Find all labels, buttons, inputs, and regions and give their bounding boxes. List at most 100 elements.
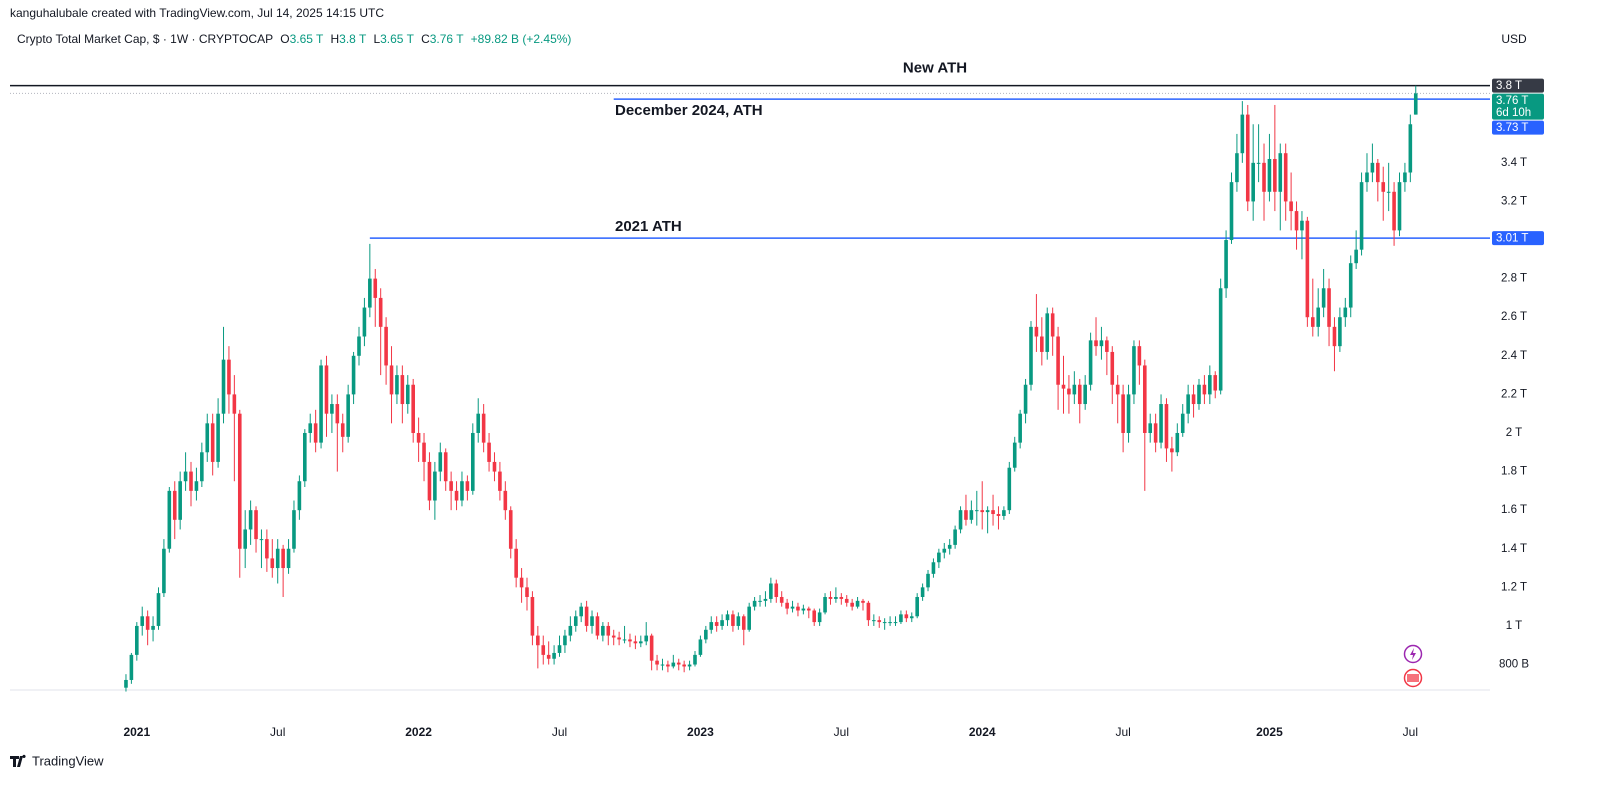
candle-body [606,625,611,636]
candle-body [985,510,990,513]
candle-body [1105,340,1109,352]
candle-body [920,587,925,597]
candle-body [779,596,784,603]
candle-body [433,471,437,501]
attribution: kanguhalubale created with TradingView.c… [10,6,384,20]
candle-body [563,635,567,646]
x-tick-label: Jul [1403,725,1418,739]
candle-body [124,679,128,688]
y-tick-label: 1.4 T [1501,543,1527,555]
candle-body [1208,375,1212,395]
candle-body [145,616,150,630]
candle-body [1191,394,1196,405]
currency: USD [1501,32,1527,46]
candle-body [1305,220,1310,318]
candle-body [530,596,535,636]
legend-value: 3.65 T [290,32,324,46]
candle-body [1045,313,1050,352]
candle-body [1088,340,1093,385]
price-tag-label: 3.01 T [1496,233,1528,245]
annotation-label: December 2024, ATH [615,102,763,119]
x-tick-label: Jul [1115,725,1130,739]
candle-body [443,452,448,482]
candle-body [1213,375,1218,391]
candle-body [828,596,833,599]
candle-body [1110,351,1115,385]
candle-body [1186,394,1190,414]
candle-body [1245,114,1250,202]
candle-body [514,548,518,578]
candle-body [964,510,968,520]
candle-body [644,635,649,642]
candle-body [335,404,340,424]
price-tag-box [1492,231,1544,246]
price-tag: 3.8 T [1492,78,1544,93]
candle-body [844,598,849,603]
candle-body [200,452,204,482]
candle-body [1126,394,1131,433]
x-tick-label: 2022 [405,725,432,739]
price-tag-countdown: 6d 10h [1496,107,1531,119]
annotation-label: 2021 ATH [615,218,682,235]
candle-body [704,629,708,640]
candle-body [573,616,578,626]
candle-body [1310,317,1315,327]
y-tick-label: 2.2 T [1501,388,1527,400]
candle-body [736,616,741,626]
candle-body [1224,240,1228,289]
candle-body [823,596,827,613]
candle-body [980,510,985,513]
candle-body [812,610,817,623]
candle-body [915,596,919,617]
candle-body [785,602,789,609]
candle-body [1413,93,1418,115]
legend-value: 3.76 T [430,32,464,46]
x-tick-label: Jul [552,725,567,739]
side-icons [1403,644,1423,688]
candle-body [1170,448,1174,453]
candle-body [536,635,540,646]
candle-body [265,539,269,559]
candle-body [1077,384,1082,405]
candle-body [1294,211,1299,231]
y-tick-label: 2.4 T [1501,350,1527,362]
candle-body [1240,114,1245,154]
candle-body [1202,384,1207,395]
candle-body [1056,336,1060,385]
candle-body [806,608,811,611]
price-tag-label: 3.76 T [1496,95,1528,107]
candle-body [958,510,963,530]
candle-body [368,278,372,308]
candle-body [227,359,231,395]
icon-glyph [1407,674,1419,682]
candle-body [991,510,995,515]
candle-body [671,662,676,667]
candle-body [557,645,562,653]
candle-body [313,423,318,443]
candle-body [1002,510,1006,516]
y-tick-label: 800 B [1499,659,1529,671]
candle-body [1061,384,1066,389]
legend-key: L [373,32,380,46]
candle-body [449,481,453,491]
candle-body [259,539,264,541]
candle-body [237,413,242,549]
candle-body [731,614,735,626]
candle-body [525,587,529,597]
candle-body [666,664,670,667]
candle-body [1023,384,1028,414]
x-tick-label: 2024 [969,725,996,739]
brand: TradingView [32,753,104,768]
candle-body [140,616,145,626]
candle-body [850,602,854,607]
candle-body [135,625,139,655]
legend-value: 3.65 T [380,32,414,46]
price-tag-label: 3.73 T [1496,122,1528,134]
logo-icon [10,754,26,767]
candle-body [855,600,860,607]
candle-body [178,481,182,520]
price-tag-box [1492,78,1544,93]
candle-body [422,442,426,462]
candle-body [503,490,508,511]
price-tag-box [1492,120,1544,135]
